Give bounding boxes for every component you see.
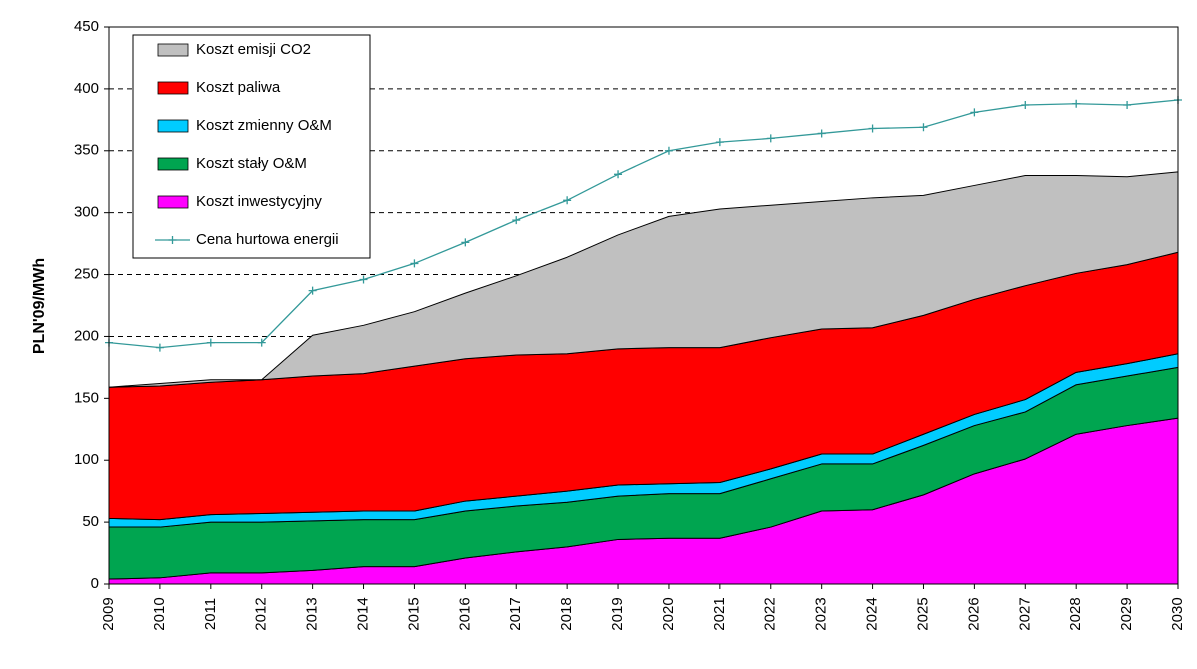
line-marker (766, 134, 775, 143)
x-tick-label: 2013 (304, 597, 321, 630)
legend-swatch (157, 81, 189, 95)
legend-label: Koszt paliwa (196, 79, 281, 96)
line-marker (359, 275, 368, 284)
legend-swatch (157, 195, 189, 209)
x-tick-label: 2009 (100, 597, 117, 630)
legend-swatch (157, 119, 189, 133)
line-marker (715, 138, 724, 147)
y-tick-label: 0 (91, 575, 99, 592)
line-marker (461, 238, 470, 247)
x-tick-label: 2027 (1016, 597, 1033, 630)
line-marker (817, 129, 826, 138)
legend-label: Koszt zmienny O&M (196, 117, 332, 134)
x-tick-label: 2026 (965, 597, 982, 630)
plot-frame (108, 26, 1179, 585)
y-tick-label: 200 (74, 327, 99, 344)
x-tick-label: 2012 (253, 597, 270, 630)
line-marker (1123, 100, 1132, 109)
x-tick-label: 2024 (864, 597, 881, 630)
x-tick-label: 2018 (558, 597, 575, 630)
line-marker (512, 216, 521, 225)
x-tick-label: 2020 (660, 597, 677, 630)
line-marker (155, 343, 164, 352)
y-tick-label: 350 (74, 142, 99, 159)
legend-swatch (168, 236, 177, 244)
legend-label: Koszt emisji CO2 (196, 41, 311, 58)
line-marker (1072, 99, 1081, 108)
x-tick-label: 2029 (1118, 597, 1135, 630)
x-tick-label: 2023 (813, 597, 830, 630)
legend: Koszt emisji CO2 Koszt paliwa Koszt zmienn… (132, 34, 371, 259)
legend-swatch (157, 157, 189, 171)
line-marker (308, 286, 317, 295)
y-tick-label: 150 (74, 389, 99, 406)
legend-label: Koszt stały O&M (196, 155, 307, 172)
legend-box (132, 34, 371, 259)
line-marker (868, 124, 877, 133)
x-tick-label: 2017 (507, 597, 524, 630)
line-marker (257, 338, 266, 347)
legend-swatch (157, 43, 189, 57)
line-marker (1021, 100, 1030, 109)
x-tick-label: 2022 (762, 597, 779, 630)
x-tick-label: 2011 (202, 598, 219, 630)
y-tick-label: 100 (74, 451, 99, 468)
x-tick-label: 2021 (711, 597, 728, 630)
x-tick-label: 2016 (456, 597, 473, 630)
line-marker (206, 338, 215, 347)
x-tick-label: 2010 (151, 597, 168, 630)
x-tick-label: 2014 (354, 597, 371, 630)
y-tick-label: 400 (74, 80, 99, 97)
x-tick-label: 2028 (1067, 597, 1084, 630)
x-tick-label: 2019 (609, 597, 626, 630)
x-tick-label: 2025 (914, 597, 931, 630)
y-tick-label: 300 (74, 204, 99, 221)
legend-label: Cena hurtowa energii (196, 231, 339, 248)
legend-label: Koszt inwestycyjny (196, 193, 322, 210)
x-tick-label: 2015 (405, 597, 422, 630)
y-tick-label: 50 (82, 513, 99, 530)
x-tick-label: 2030 (1169, 597, 1186, 630)
line (108, 99, 1179, 349)
line-marker (614, 170, 623, 179)
line-marker (410, 259, 419, 268)
line-marker (563, 196, 572, 205)
y-axis-label: PLN'09/MWh (31, 258, 48, 354)
line-marker (664, 146, 673, 155)
line-marker (970, 108, 979, 117)
line-marker (919, 123, 928, 132)
y-tick-label: 450 (74, 18, 99, 35)
y-tick-label: 250 (74, 266, 99, 283)
